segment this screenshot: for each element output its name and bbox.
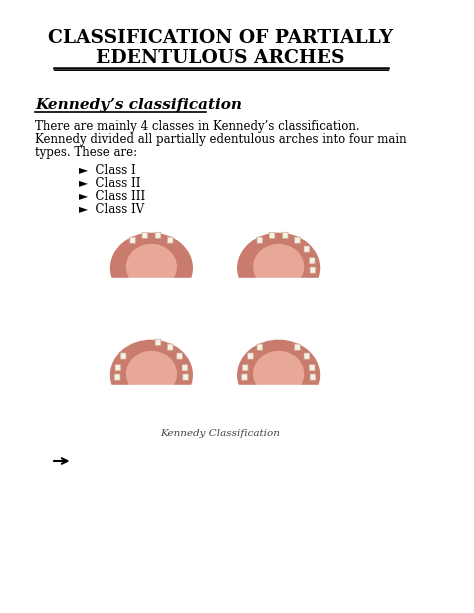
Text: ►  Class I: ► Class I [79,164,136,177]
Text: ►  Class II: ► Class II [79,177,140,189]
Bar [104,278,199,319]
Ellipse shape [110,234,192,303]
FancyBboxPatch shape [182,365,188,371]
Ellipse shape [238,340,319,409]
FancyBboxPatch shape [269,232,275,238]
Text: Kennedy Class II: Kennedy Class II [236,306,321,316]
FancyBboxPatch shape [257,344,263,350]
FancyBboxPatch shape [309,257,315,264]
FancyBboxPatch shape [310,374,316,380]
FancyBboxPatch shape [283,232,288,238]
Text: Kennedy Class IV: Kennedy Class IV [235,414,322,422]
Ellipse shape [254,245,303,289]
FancyBboxPatch shape [247,353,253,359]
FancyBboxPatch shape [242,374,247,380]
Ellipse shape [238,234,319,303]
Bar [232,385,326,427]
Ellipse shape [127,245,176,289]
Text: Kennedy Class I: Kennedy Class I [111,306,192,316]
FancyBboxPatch shape [177,353,182,359]
Text: types. These are:: types. These are: [35,145,137,159]
Text: Kennedy’s classification: Kennedy’s classification [35,98,242,112]
FancyBboxPatch shape [155,339,161,346]
FancyBboxPatch shape [294,344,301,350]
Text: Kennedy Classification: Kennedy Classification [160,430,280,438]
FancyBboxPatch shape [120,353,126,359]
Text: Kennedy divided all partially edentulous arches into four main: Kennedy divided all partially edentulous… [35,132,407,145]
FancyBboxPatch shape [242,365,248,371]
Ellipse shape [110,340,192,409]
Bar [104,385,199,427]
FancyBboxPatch shape [304,353,310,359]
FancyBboxPatch shape [130,237,136,243]
Ellipse shape [127,351,176,396]
Text: EDENTULOUS ARCHES: EDENTULOUS ARCHES [96,49,345,67]
FancyBboxPatch shape [114,374,120,380]
FancyBboxPatch shape [257,237,263,243]
Text: CLASSIFICATION OF PARTIALLY: CLASSIFICATION OF PARTIALLY [48,29,392,47]
Ellipse shape [254,351,303,396]
Text: There are mainly 4 classes in Kennedy’s classification.: There are mainly 4 classes in Kennedy’s … [35,120,360,132]
FancyBboxPatch shape [310,267,316,273]
FancyBboxPatch shape [167,237,173,243]
FancyBboxPatch shape [167,344,173,350]
FancyBboxPatch shape [115,365,121,371]
Text: ►  Class III: ► Class III [79,189,145,202]
FancyBboxPatch shape [304,246,310,252]
FancyBboxPatch shape [309,365,315,371]
Text: Kennedy Class III: Kennedy Class III [107,414,196,422]
FancyBboxPatch shape [155,232,161,238]
FancyBboxPatch shape [183,374,189,380]
Text: ►  Class IV: ► Class IV [79,202,144,216]
FancyBboxPatch shape [142,232,148,238]
Bar [232,278,326,319]
FancyBboxPatch shape [294,237,301,243]
